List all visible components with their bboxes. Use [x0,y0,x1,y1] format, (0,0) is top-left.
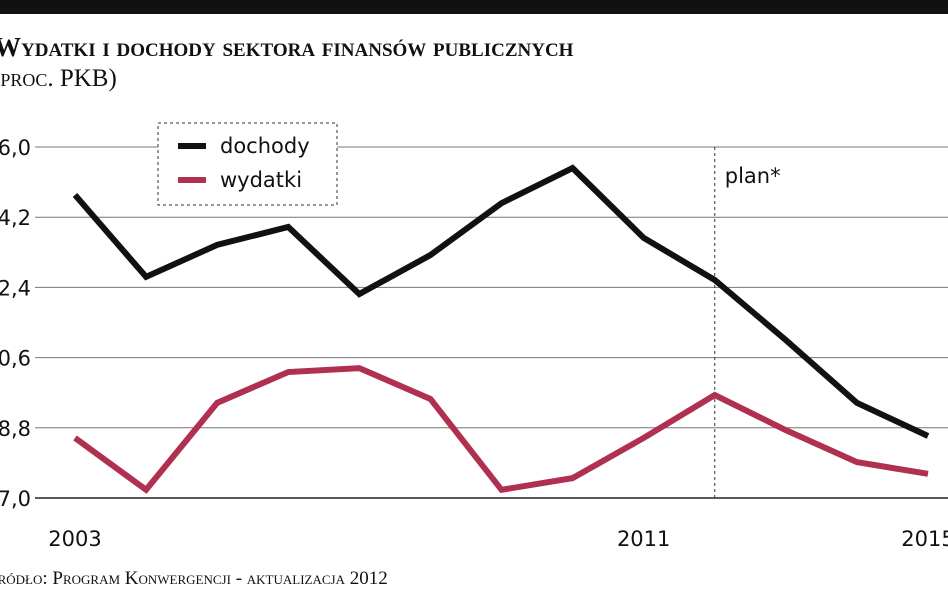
x-tick-label: 2011 [617,527,670,551]
top-bar [0,0,948,14]
y-tick-label: 44,2 [0,206,31,230]
source: Źródło: Program Konwergencji - aktualiza… [0,567,388,589]
line-series [72,164,930,439]
line-series [73,365,929,494]
y-tick-label: 37,0 [0,487,31,511]
y-tick-label: 40,6 [0,347,31,371]
legend-box [157,122,338,206]
y-tick-label: 38,8 [0,417,31,441]
x-tick-label: 2003 [48,527,101,551]
chart-subtitle: (proc. PKB) [0,65,117,92]
annotation: plan* [725,164,781,188]
y-tick-label: 46,0 [0,136,31,160]
legend-label: wydatki [220,168,302,192]
y-tick-label: 42,4 [0,276,31,300]
legend-label: dochody [220,134,310,158]
chart-title: Wydatki i dochody sektora finansów publi… [0,32,574,62]
x-tick-label: 2015 [901,527,948,551]
